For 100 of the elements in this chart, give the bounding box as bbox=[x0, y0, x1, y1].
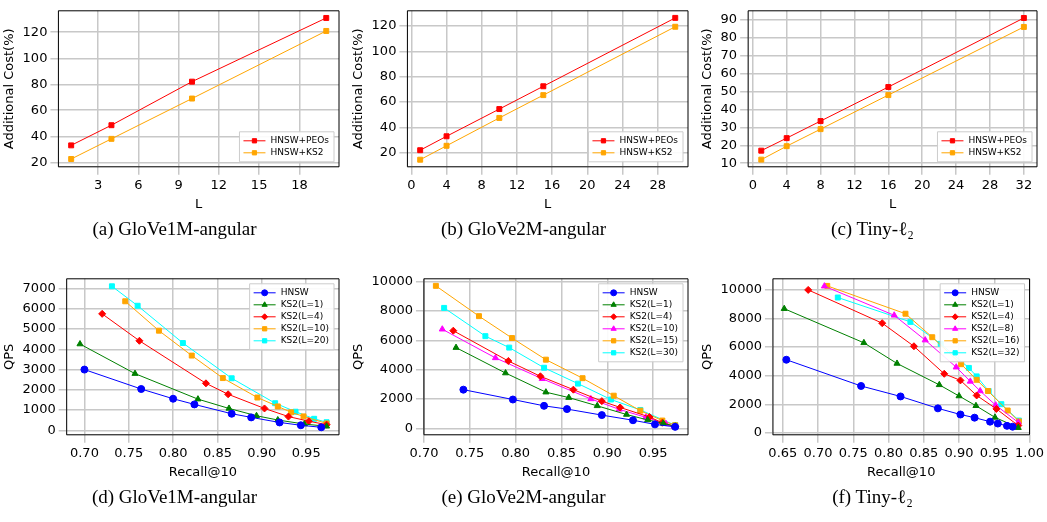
legend-label: KS2(L=4) bbox=[280, 311, 324, 322]
x-tick-label: 4 bbox=[782, 176, 791, 192]
legend-label: KS2(L=1) bbox=[971, 299, 1014, 310]
y-tick-label: 80 bbox=[30, 75, 48, 91]
legend-label: KS2(L=1) bbox=[629, 299, 673, 310]
x-tick-label: 6 bbox=[134, 176, 143, 192]
legend-label: KS2(L=32) bbox=[971, 347, 1020, 358]
y-tick-label: 7000 bbox=[22, 279, 56, 295]
x-tick-label: 32 bbox=[1015, 176, 1033, 192]
legend-label: KS2(L=20) bbox=[280, 335, 329, 346]
x-tick-label: 8 bbox=[816, 176, 825, 192]
y-tick-label: 4000 bbox=[379, 361, 413, 377]
x-tick-label: 0.70 bbox=[69, 444, 99, 460]
x-tick-label: 0.80 bbox=[874, 444, 904, 460]
y-tick-label: 30 bbox=[720, 118, 738, 134]
x-tick-label: 0.85 bbox=[547, 444, 576, 460]
legend-label: HNSW+KS2 bbox=[968, 147, 1022, 158]
y-tick-label: 70 bbox=[720, 47, 738, 62]
y-tick-label: 60 bbox=[720, 64, 738, 80]
y-tick-label: 0 bbox=[404, 419, 413, 435]
x-tick-label: 0.85 bbox=[909, 444, 939, 460]
legend-label: HNSW+KS2 bbox=[619, 147, 673, 158]
y-tick-label: 100 bbox=[22, 49, 48, 65]
x-tick-label: 20 bbox=[579, 176, 596, 192]
y-axis-title: Additional Cost(%) bbox=[1, 28, 17, 150]
legend-label: HNSW bbox=[280, 287, 309, 298]
y-tick-label: 4000 bbox=[22, 340, 56, 356]
text: (d) GloVe1M-angular bbox=[90, 486, 259, 508]
x-tick-label: 0.90 bbox=[592, 444, 622, 460]
legend-label: HNSW bbox=[629, 287, 658, 298]
text: (c) Tiny-ℓ₂ bbox=[830, 218, 915, 240]
x-tick-label: 0.70 bbox=[409, 444, 439, 460]
y-tick-label: 10000 bbox=[371, 272, 413, 288]
y-tick-label: 0 bbox=[753, 424, 762, 440]
x-axis-title: L bbox=[544, 195, 553, 211]
text: (e) GloVe2M-angular bbox=[440, 486, 607, 508]
x-axis-title: Recall@10 bbox=[521, 463, 591, 479]
x-tick-label: 18 bbox=[291, 176, 308, 192]
x-tick-label: 24 bbox=[947, 176, 965, 192]
x-tick-label: 0.75 bbox=[455, 444, 485, 460]
x-tick-label: 20 bbox=[913, 176, 931, 192]
y-tick-label: 8000 bbox=[379, 302, 413, 318]
x-tick-label: 16 bbox=[880, 176, 897, 192]
y-tick-label: 3000 bbox=[22, 360, 56, 376]
y-tick-label: 80 bbox=[720, 29, 738, 45]
y-tick-label: 20 bbox=[30, 153, 48, 169]
x-tick-label: 28 bbox=[649, 176, 666, 192]
x-tick-label: 0.75 bbox=[114, 444, 144, 460]
x-tick-label: 9 bbox=[174, 176, 183, 192]
y-tick-label: 6000 bbox=[22, 300, 56, 316]
y-tick-label: 90 bbox=[720, 11, 738, 27]
y-tick-label: 100 bbox=[371, 42, 397, 58]
legend-label: KS2(L=30) bbox=[629, 347, 678, 358]
y-tick-label: 50 bbox=[720, 82, 738, 98]
y-tick-label: 40 bbox=[379, 118, 397, 134]
legend-label: KS2(L=15) bbox=[629, 335, 678, 346]
x-tick-label: 0.95 bbox=[979, 444, 1009, 460]
y-tick-label: 0 bbox=[47, 421, 56, 437]
y-axis-title: QPS bbox=[699, 343, 715, 370]
y-tick-label: 6000 bbox=[379, 331, 413, 347]
y-axis-title: QPS bbox=[350, 343, 366, 370]
x-tick-label: 12 bbox=[846, 176, 863, 192]
y-tick-label: 5000 bbox=[22, 320, 56, 336]
y-tick-label: 120 bbox=[22, 23, 48, 39]
y-tick-label: 40 bbox=[30, 127, 48, 143]
x-tick-label: 12 bbox=[210, 176, 228, 192]
legend-label: KS2(L=4) bbox=[971, 311, 1014, 322]
legend-label: HNSW+KS2 bbox=[270, 147, 324, 158]
legend-label: KS2(L=8) bbox=[971, 323, 1014, 334]
y-tick-label: 20 bbox=[720, 136, 738, 152]
text: (a) GloVe1M-angular bbox=[91, 218, 258, 240]
x-tick-label: 0.80 bbox=[158, 444, 188, 460]
y-tick-label: 1000 bbox=[22, 401, 56, 417]
y-axis-title: QPS bbox=[1, 343, 17, 370]
y-axis-title: Additional Cost(%) bbox=[699, 28, 715, 150]
legend-label: HNSW+PEOs bbox=[968, 135, 1028, 146]
x-axis-title: L bbox=[888, 195, 897, 211]
y-tick-label: 8000 bbox=[728, 309, 762, 325]
y-tick-label: 120 bbox=[371, 17, 397, 33]
x-tick-label: 12 bbox=[508, 176, 526, 192]
y-tick-label: 20 bbox=[379, 144, 397, 160]
x-tick-label: 28 bbox=[981, 176, 999, 192]
x-axis-title: Recall@10 bbox=[867, 463, 936, 479]
x-tick-label: 1.00 bbox=[1015, 444, 1044, 460]
y-tick-label: 10000 bbox=[720, 281, 762, 296]
legend-label: HNSW+PEOs bbox=[270, 135, 330, 146]
legend-label: KS2(L=16) bbox=[971, 335, 1020, 346]
legend-label: KS2(L=10) bbox=[629, 323, 678, 334]
x-tick-label: 0.65 bbox=[768, 444, 798, 460]
y-tick-label: 4000 bbox=[728, 367, 762, 383]
legend-label: KS2(L=10) bbox=[280, 323, 329, 334]
x-axis-title: L bbox=[195, 195, 204, 211]
x-tick-label: 4 bbox=[442, 176, 451, 192]
x-tick-label: 0.95 bbox=[291, 444, 321, 460]
y-tick-label: 60 bbox=[379, 93, 397, 109]
x-tick-label: 0.70 bbox=[803, 444, 833, 460]
x-tick-label: 24 bbox=[614, 176, 631, 192]
legend-label: HNSW bbox=[971, 287, 1000, 298]
text: (b) GloVe2M-angular bbox=[439, 218, 608, 240]
y-tick-label: 6000 bbox=[728, 338, 762, 354]
